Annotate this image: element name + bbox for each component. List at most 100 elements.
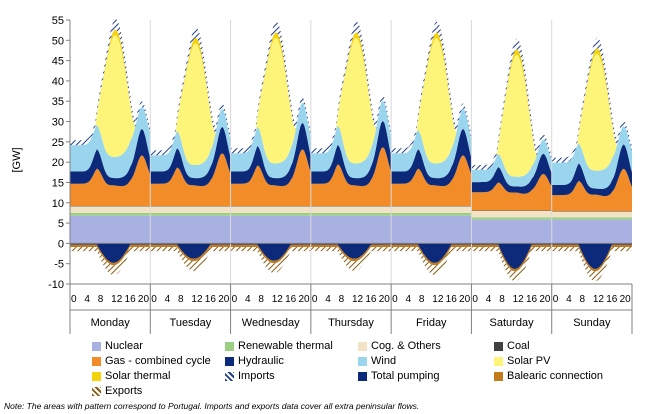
area-renewable-thermal-day-6 [471,217,552,220]
hour-tick-label: 8 [258,294,264,305]
hour-tick-label: 8 [419,294,425,305]
area-balearic-connection-day-5 [391,244,472,266]
day-label: Friday [416,317,447,329]
area-solar-pv-day-2 [150,43,231,166]
hour-tick-label: 8 [579,294,585,305]
area-cog-others-day-3 [230,206,311,213]
area-gas-combined-cycle-day-1 [70,155,151,206]
legend-swatch [92,371,101,381]
y-tick-label: -5 [54,259,64,271]
day-label: Wednesday [242,317,300,329]
area-hydraulic-day-3 [230,122,311,187]
hour-tick-label: 20 [298,294,310,305]
hour-tick-label: 4 [165,294,171,305]
legend-item: Cog. & Others [358,339,494,353]
hour-tick-label: 8 [339,294,345,305]
legend-label: Exports [105,385,143,397]
hour-tick-label: 8 [178,294,184,305]
area-solar-pv-day-4 [310,37,392,164]
y-tick-label: 5 [58,218,64,230]
day-label: Monday [91,317,131,329]
area-hydraulic-day-5 [391,128,472,187]
y-tick-label: 20 [52,157,64,169]
legend-item: Imports [225,369,358,383]
area-renewable-thermal-day-3 [230,212,311,216]
y-tick-label: 35 [52,96,64,108]
area-cog-others-day-5 [391,206,472,213]
area-wind-day-7 [551,126,632,189]
area-cog-others-day-2 [150,206,231,213]
area-exports-day-2 [150,247,231,271]
legend-item: Gas - combined cycle [92,354,225,368]
hour-tick-label: 20 [218,294,230,305]
area-hydraulic-day-4 [310,120,392,187]
plot-areas [70,19,632,284]
area-gas-combined-cycle-day-7 [551,168,632,212]
hour-tick-label: 20 [379,294,391,305]
hour-tick-label: 0 [312,294,318,305]
hour-tick-label: 4 [245,294,251,305]
area-wind-day-1 [70,106,151,179]
hour-tick-label: 16 [205,294,217,305]
hour-tick-label: 12 [593,294,605,305]
legend-item: Renewable thermal [225,339,358,353]
area-wind-day-3 [230,102,311,179]
hour-tick-label: 0 [472,294,478,305]
area-hydraulic-day-2 [150,126,231,187]
legend-item: Total pumping [358,369,494,383]
area-cog-others-day-1 [70,206,151,213]
y-tick-label: 40 [52,76,64,88]
area-exports-day-1 [70,247,151,276]
legend-item: Solar PV [494,354,614,368]
hour-tick-label: 12 [513,294,525,305]
hour-tick-label: 16 [526,294,538,305]
area-balearic-connection-day-3 [230,244,311,264]
hour-tick-label: 20 [138,294,150,305]
hour-tick-label: 20 [459,294,471,305]
area-renewable-thermal-day-1 [70,212,151,216]
area-solar-pv-day-7 [551,53,632,171]
legend-item: Hydraulic [225,354,358,368]
area-gas-combined-cycle-day-4 [310,147,392,206]
area-nuclear-day-6 [471,219,552,244]
area-exports-day-7 [551,247,632,282]
y-tick-label: 55 [52,15,64,27]
legend-swatch [494,341,503,351]
hour-tick-label: 0 [71,294,77,305]
legend: Nuclear Renewable thermal Cog. & Others Coa… [92,339,632,398]
area-cog-others-day-7 [551,211,632,218]
y-tick-label: -10 [48,279,64,291]
area-exports-day-5 [391,247,472,276]
legend-swatch [92,386,101,396]
area-renewable-thermal-day-4 [310,212,392,216]
legend-label: Solar PV [507,355,551,367]
legend-swatch [225,371,234,381]
legend-swatch [358,341,367,351]
day-label: Thursday [328,317,374,329]
area-exports-day-4 [310,247,392,271]
hour-tick-label: 16 [365,294,377,305]
area-nuclear-day-5 [391,215,472,244]
area-total-pumping-day-2 [150,243,231,259]
hour-tick-label: 16 [446,294,458,305]
legend-swatch [358,356,367,366]
legend-label: Renewable thermal [238,340,333,352]
hour-tick-label: 20 [539,294,551,305]
area-total-pumping-day-7 [551,243,632,269]
y-tick-label: 45 [52,56,64,68]
legend-label: Balearic connection [507,370,604,382]
area-wind-day-2 [150,108,231,179]
legend-label: Nuclear [105,340,143,352]
day-label: Saturday [490,317,535,329]
area-wind-day-4 [310,100,392,179]
footnote: Note: The areas with pattern correspond … [4,401,420,411]
y-tick-label: 15 [52,177,64,189]
legend-label: Cog. & Others [371,340,441,352]
hour-tick-label: 4 [486,294,492,305]
hour-tick-label: 4 [84,294,90,305]
hour-tick-label: 16 [125,294,137,305]
legend-item: Exports [92,384,225,398]
legend-item: Wind [358,354,494,368]
area-renewable-thermal-day-7 [551,217,632,220]
